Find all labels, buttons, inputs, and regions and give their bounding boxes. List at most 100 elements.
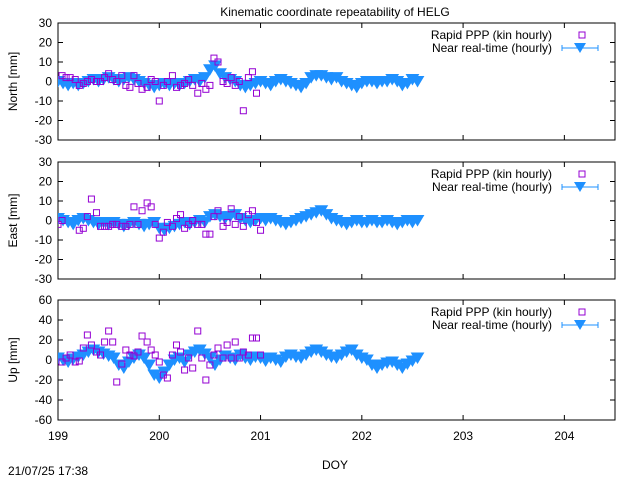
rapid-ppp-point — [151, 78, 159, 85]
rapid-ppp-point — [79, 79, 87, 87]
rapid-ppp-point — [101, 74, 109, 82]
legend-label-nrt: Near real-time (hourly) — [432, 41, 552, 55]
y-tick-label: 10 — [39, 55, 53, 69]
rapid-ppp-point — [248, 334, 256, 342]
rapid-ppp-point — [134, 220, 142, 228]
y-tick-label: 0 — [45, 214, 52, 228]
rapid-ppp-point — [206, 361, 214, 369]
rapid-ppp-point — [130, 72, 138, 80]
y-axis-label: North [mm] — [6, 52, 20, 111]
rapid-ppp-point — [210, 54, 218, 62]
timestamp-label: 21/07/25 17:38 — [8, 464, 88, 478]
panel-data — [58, 195, 425, 242]
panel-data — [58, 327, 425, 386]
rapid-ppp-point — [118, 222, 126, 230]
rapid-ppp-point — [227, 205, 235, 213]
rapid-ppp-point — [155, 234, 163, 242]
rapid-ppp-point — [244, 211, 252, 219]
rapid-ppp-point — [147, 203, 155, 211]
nrt-point — [142, 359, 157, 371]
y-tick-label: 20 — [39, 36, 53, 50]
x-tick-label: 203 — [453, 429, 473, 443]
rapid-ppp-point — [198, 79, 206, 87]
rapid-ppp-point — [185, 354, 193, 362]
rapid-ppp-point — [122, 346, 130, 354]
x-tick-label: 202 — [352, 429, 372, 443]
rapid-ppp-point — [163, 78, 171, 85]
y-tick-label: 30 — [39, 155, 53, 169]
rapid-ppp-point — [138, 85, 146, 93]
rapid-ppp-point — [194, 220, 202, 228]
rapid-ppp-point — [105, 327, 113, 335]
y-tick-label: -20 — [35, 373, 53, 387]
rapid-ppp-point — [92, 209, 100, 217]
rapid-ppp-point — [97, 351, 105, 359]
rapid-ppp-point — [138, 332, 146, 340]
rapid-ppp-point — [126, 351, 134, 359]
rapid-ppp-point — [168, 222, 176, 230]
rapid-ppp-point — [177, 348, 185, 356]
rapid-ppp-point — [92, 78, 100, 85]
rapid-ppp-point — [155, 97, 163, 105]
rapid-ppp-point — [172, 83, 180, 91]
rapid-ppp-point — [223, 79, 231, 87]
y-tick-label: -20 — [35, 114, 53, 128]
rapid-ppp-point — [58, 217, 66, 224]
rapid-ppp-point — [130, 203, 138, 211]
panel-3: -60 -40 -20 0 20 40 60 199 200 201 202 203 204 Up [mm… — [6, 293, 616, 443]
rapid-ppp-point — [113, 378, 121, 386]
rapid-ppp-point — [66, 74, 74, 82]
rapid-ppp-point — [113, 78, 121, 85]
rapid-ppp-point — [231, 81, 239, 89]
rapid-ppp-point — [87, 195, 95, 203]
y-tick-label: 40 — [39, 313, 53, 327]
rapid-ppp-point — [257, 226, 265, 234]
rapid-ppp-point — [202, 230, 210, 238]
nrt-point — [410, 76, 425, 88]
rapid-ppp-point — [185, 76, 193, 84]
rapid-ppp-point — [163, 218, 171, 226]
y-tick-label: 0 — [45, 353, 52, 367]
rapid-ppp-point — [134, 79, 142, 87]
rapid-ppp-point — [97, 78, 105, 85]
rapid-ppp-point — [87, 341, 95, 349]
rapid-ppp-point — [202, 376, 210, 384]
rapid-ppp-point — [239, 222, 247, 230]
rapid-ppp-point — [79, 224, 87, 232]
rapid-ppp-point — [163, 374, 171, 382]
rapid-ppp-point — [252, 89, 260, 97]
rapid-ppp-point — [159, 81, 167, 89]
rapid-ppp-point — [214, 207, 222, 215]
rapid-ppp-point — [122, 81, 130, 89]
rapid-ppp-point — [231, 338, 239, 346]
rapid-ppp-point — [189, 81, 197, 89]
rapid-ppp-point — [151, 351, 159, 359]
panel-data — [58, 54, 425, 115]
rapid-ppp-point — [181, 366, 189, 374]
rapid-ppp-point — [177, 211, 185, 219]
rapid-ppp-point — [126, 83, 134, 91]
rapid-ppp-point — [75, 81, 83, 89]
rapid-ppp-point — [214, 58, 222, 66]
rapid-ppp-point — [155, 358, 163, 366]
nrt-point — [106, 352, 121, 364]
rapid-ppp-point — [214, 344, 222, 352]
legend-label-rapid: Rapid PPP (kin hourly) — [431, 28, 552, 42]
nrt-point — [177, 356, 192, 368]
rapid-ppp-point — [151, 220, 159, 228]
rapid-ppp-point — [109, 338, 117, 346]
rapid-ppp-point — [189, 217, 197, 224]
rapid-ppp-point — [168, 351, 176, 359]
panel-2: -30 -20 -10 0 10 20 30 East [mm] Rapid PPP (kin … — [6, 155, 616, 286]
rapid-ppp-point — [118, 72, 126, 80]
rapid-ppp-point — [75, 226, 83, 234]
rapid-ppp-point — [252, 334, 260, 342]
rapid-ppp-point — [130, 352, 138, 360]
rapid-ppp-point — [113, 220, 121, 228]
rapid-ppp-point — [235, 213, 243, 221]
rapid-ppp-point — [198, 220, 206, 228]
rapid-ppp-point — [62, 74, 70, 82]
y-axis-label: Up [mm] — [6, 337, 20, 382]
rapid-ppp-point — [122, 222, 130, 230]
legend-label-nrt: Near real-time (hourly) — [432, 318, 552, 332]
